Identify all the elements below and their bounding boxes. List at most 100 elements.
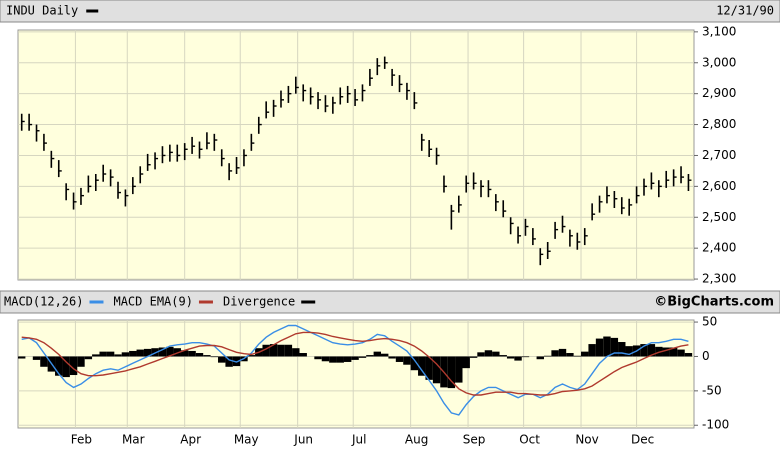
- y-tick-label: 2,600: [702, 179, 736, 193]
- divergence-bar: [62, 356, 70, 378]
- divergence-bar: [514, 356, 522, 361]
- x-tick-label: Mar: [122, 433, 145, 447]
- legend-label: MACD(12,26): [4, 295, 83, 309]
- y-tick-label: 0: [702, 349, 710, 363]
- x-tick-label: Sep: [463, 433, 486, 447]
- legend-label: MACD EMA(9): [113, 295, 192, 309]
- divergence-bar: [543, 355, 552, 357]
- divergence-bar: [477, 352, 485, 357]
- divergence-bar: [677, 349, 685, 357]
- divergence-bar: [329, 356, 337, 363]
- divergence-bar: [484, 350, 493, 357]
- divergence-bar: [558, 348, 567, 357]
- divergence-bar: [55, 356, 63, 376]
- divergence-bar: [603, 336, 611, 357]
- divergence-bar: [262, 344, 270, 357]
- legend-label: Divergence: [223, 295, 295, 309]
- x-tick-label: May: [234, 433, 259, 447]
- divergence-bar: [188, 350, 196, 357]
- macd-strip: [0, 290, 780, 314]
- y-tick-label: 2,700: [702, 148, 736, 162]
- x-tick-label: Feb: [71, 433, 92, 447]
- divergence-bar: [425, 356, 433, 380]
- divergence-bar: [492, 351, 500, 357]
- divergence-bar: [395, 356, 404, 362]
- divergence-bar: [99, 351, 107, 357]
- y-tick-label: 2,300: [702, 272, 736, 286]
- x-tick-label: Jun: [293, 433, 313, 447]
- divergence-bar: [610, 337, 619, 357]
- header-strip: [0, 0, 780, 23]
- divergence-bar: [314, 356, 322, 360]
- divergence-bar: [455, 356, 463, 383]
- divergence-bar: [351, 356, 359, 360]
- divergence-bar: [447, 356, 456, 389]
- divergence-bar: [247, 355, 256, 357]
- divergence-bar: [321, 356, 330, 362]
- divergence-bar: [143, 348, 152, 357]
- divergence-bar: [77, 356, 85, 367]
- divergence-bar: [521, 356, 530, 358]
- divergence-bar: [40, 356, 48, 367]
- x-tick-label: Apr: [180, 433, 201, 447]
- divergence-bar: [573, 355, 582, 357]
- divergence-bar: [618, 342, 626, 357]
- y-tick-label: 3,100: [702, 24, 736, 38]
- divergence-bar: [381, 353, 389, 357]
- divergence-bar: [536, 356, 544, 360]
- divergence-bar: [432, 356, 441, 384]
- divergence-bar: [647, 344, 656, 357]
- y-tick-label: 2,900: [702, 86, 736, 100]
- divergence-bar: [166, 346, 174, 357]
- divergence-bar: [292, 348, 300, 357]
- y-tick-label: 2,400: [702, 241, 736, 255]
- divergence-bar: [69, 356, 78, 376]
- divergence-bar: [410, 356, 419, 371]
- x-tick-label: Dec: [631, 433, 654, 447]
- divergence-bar: [662, 347, 670, 357]
- divergence-bar: [84, 356, 93, 360]
- y-tick-label: 3,000: [702, 55, 736, 69]
- y-tick-label: 2,800: [702, 117, 736, 131]
- divergence-bar: [180, 350, 189, 357]
- divergence-bar: [581, 351, 589, 357]
- divergence-bar: [336, 356, 344, 363]
- divergence-bar: [136, 349, 144, 357]
- divergence-bar: [195, 353, 204, 357]
- divergence-bar: [358, 356, 367, 358]
- divergence-bar: [588, 344, 596, 357]
- y-tick-label: -50: [702, 383, 722, 397]
- divergence-bar: [403, 356, 411, 365]
- divergence-bar: [121, 352, 130, 357]
- divergence-bar: [669, 347, 678, 357]
- x-tick-label: Oct: [519, 433, 540, 447]
- x-tick-label: Jul: [351, 433, 366, 447]
- divergence-bar: [203, 355, 211, 357]
- divergence-bar: [158, 347, 167, 357]
- divergence-bar: [269, 344, 278, 357]
- divergence-bar: [277, 344, 285, 357]
- date-label: 12/31/90: [716, 4, 774, 18]
- divergence-bar: [343, 356, 352, 362]
- divergence-bar: [210, 356, 219, 358]
- divergence-bar: [284, 344, 293, 357]
- divergence-bar: [373, 351, 382, 357]
- divergence-bar: [595, 338, 604, 357]
- divergence-bar: [506, 356, 515, 359]
- chart-title: INDU Daily: [6, 4, 78, 18]
- divergence-bar: [218, 356, 226, 363]
- divergence-bar: [129, 350, 137, 357]
- divergence-bar: [640, 344, 648, 357]
- x-tick-label: Aug: [405, 433, 428, 447]
- divergence-bar: [299, 353, 307, 357]
- divergence-bar: [92, 354, 100, 357]
- divergence-bar: [106, 351, 115, 357]
- divergence-bar: [499, 355, 507, 357]
- y-tick-label: 50: [702, 315, 717, 329]
- divergence-bar: [114, 354, 122, 357]
- divergence-bar: [32, 356, 41, 360]
- y-tick-label: 2,500: [702, 210, 736, 224]
- divergence-bar: [225, 356, 233, 367]
- source-label: ©BigCharts.com: [654, 295, 774, 310]
